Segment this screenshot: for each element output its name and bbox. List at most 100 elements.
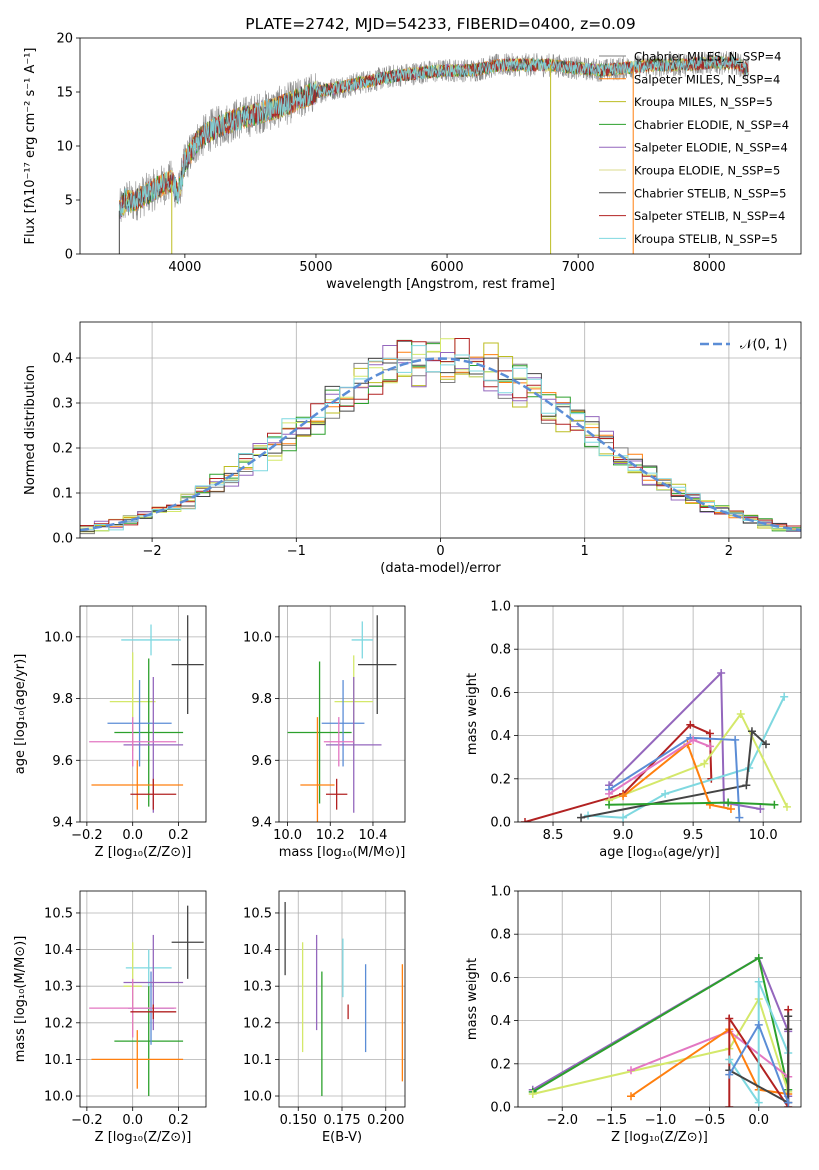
plus-marker: [770, 800, 779, 809]
legend-label: Kroupa STELIB, N_SSP=5: [634, 232, 778, 246]
plot-frame: [517, 890, 802, 1108]
y-tick-label: 0: [65, 248, 73, 263]
y-tick-label: 10.3: [243, 980, 272, 995]
plus-marker: [686, 720, 695, 729]
chart-title: PLATE=2742, MJD=54233, FIBERID=0400, z=0…: [245, 15, 635, 33]
series-group: [287, 615, 397, 822]
legend: Chabrier MILES, N_SSP=4 Salpeter MILES, N…: [599, 50, 789, 246]
x-axis-label: Z [log₁₀(Z/Z⊙)]: [95, 845, 192, 860]
y-tick-label: 0.8: [490, 928, 511, 943]
x-tick-label: −2: [143, 544, 162, 559]
y-tick-label: 0.2: [490, 772, 511, 787]
plot-frame: [278, 890, 406, 1108]
weight-line: [728, 981, 790, 1106]
legend-label: Kroupa ELODIE, N_SSP=5: [634, 164, 780, 178]
gridlines: [279, 606, 405, 823]
y-tick-label: 0.2: [52, 442, 73, 457]
y-tick-label: 10.5: [243, 906, 272, 921]
histogram-step: [80, 345, 801, 532]
plus-marker: [761, 740, 770, 749]
legend-label: Kroupa MILES, N_SSP=5: [634, 95, 773, 109]
y-tick-label: 20: [56, 32, 73, 47]
y-axis-label: mass weight: [465, 958, 480, 1040]
plus-marker: [619, 792, 628, 801]
panel-residuals: −2 −1 0 1 2 0.0 0.1 0.2 0.3 0.4 (data-model)/error…: [23, 321, 802, 576]
x-axis-label: Z [log₁₀(Z/Z⊙)]: [95, 1130, 192, 1145]
plus-marker: [782, 802, 791, 811]
x-tick-label: 0.150: [280, 1113, 317, 1128]
plus-marker: [742, 781, 751, 790]
y-tick-label: 0.8: [490, 643, 511, 658]
series-group: [89, 615, 204, 813]
x-tick-label: 1: [581, 544, 589, 559]
series-group: [118, 50, 749, 254]
y-tick-label: 9.6: [52, 754, 73, 769]
panel-spectrum: 4000 5000 6000 7000 8000 0 5 10 15 20 wavelength […: [23, 32, 802, 292]
x-axis-label: (data-model)/error: [380, 561, 501, 576]
y-tick-label: 10.0: [44, 630, 73, 645]
plot-frame: [79, 37, 802, 255]
series-group: [80, 338, 801, 535]
panel-mass-weight-vs-age: 8.5 9.0 9.5 10.0 0.0 0.2 0.4 0.6 0.8 1.0 age [log₁…: [465, 600, 802, 860]
weight-line: [587, 696, 786, 819]
plus-marker: [605, 800, 614, 809]
panel-mass-vs-Z: −0.2 0.0 0.2 10.0 10.1 10.2 10.3 10.4 10.5 Z [log…: [13, 890, 207, 1145]
panel-mass-weight-vs-Z: −2.0 −1.5 −1.0 −0.5 0.0 0.0 0.2 0.4 0.6 0.8 1.0 Z […: [465, 885, 802, 1145]
gridlines: [279, 891, 405, 1107]
plus-marker: [725, 1103, 734, 1107]
x-tick-label: 10.2: [316, 828, 345, 843]
y-axis-label: mass [log₁₀(M/M⊙)]: [13, 936, 28, 1063]
weight-line: [609, 801, 775, 806]
panel-age-vs-Z: −0.2 0.0 0.2 9.4 9.6 9.8 10.0 Z [log₁₀(Z/Z⊙)] ag…: [13, 605, 207, 860]
y-tick-label: 10: [56, 140, 73, 155]
y-tick-label: 0.1: [52, 487, 73, 502]
plus-marker: [725, 1014, 734, 1023]
plus-marker: [726, 805, 735, 814]
plus-marker: [605, 789, 614, 798]
y-tick-label: 10.4: [44, 943, 73, 958]
x-tick-label: 0.2: [168, 828, 189, 843]
weight-line: [630, 1027, 789, 1098]
panel-age-vs-mass: 10.0 10.2 10.4 9.4 9.6 9.8 10.0 mass [log₁₀(M/M…: [243, 605, 406, 860]
y-tick-label: 1.0: [490, 885, 511, 900]
x-tick-label: 4000: [168, 260, 201, 275]
y-tick-label: 0.4: [52, 352, 73, 367]
plus-marker: [725, 1070, 734, 1079]
x-tick-label: 6000: [431, 260, 464, 275]
y-tick-label: 0.6: [490, 971, 511, 986]
histogram-step: [80, 357, 801, 532]
x-axis-label: wavelength [Angstrom, rest frame]: [326, 277, 555, 292]
x-tick-label: 0.2: [168, 1113, 189, 1128]
y-axis-label: mass weight: [465, 673, 480, 755]
y-tick-label: 10.1: [44, 1053, 73, 1068]
legend-label: Chabrier STELIB, N_SSP=5: [634, 186, 786, 200]
weight-line: [622, 742, 732, 810]
plus-marker: [705, 742, 714, 751]
x-tick-label: −0.2: [71, 1113, 103, 1128]
y-tick-label: 9.4: [251, 816, 272, 831]
y-tick-label: 10.5: [44, 906, 73, 921]
x-tick-label: −2.0: [546, 1113, 578, 1128]
x-axis-label: mass [log₁₀(M/M⊙)]: [279, 845, 406, 860]
plus-marker: [735, 813, 744, 822]
x-tick-label: 0.0: [122, 1113, 143, 1128]
y-tick-label: 9.6: [251, 754, 272, 769]
plus-marker: [619, 813, 628, 822]
plot-frame: [517, 605, 802, 823]
y-tick-label: 10.0: [243, 1090, 272, 1105]
plus-marker: [521, 818, 530, 822]
plus-marker: [661, 789, 670, 798]
series-group: [521, 668, 791, 822]
x-tick-label: 10.0: [273, 828, 302, 843]
x-tick-label: −0.2: [71, 828, 103, 843]
x-tick-label: 10.4: [358, 828, 387, 843]
plus-marker: [577, 813, 586, 822]
y-tick-label: 15: [56, 86, 73, 101]
histogram-step: [80, 345, 801, 531]
gaussian-curve: [80, 357, 801, 532]
x-axis-label: E(B-V): [322, 1130, 362, 1145]
gridlines: [518, 605, 801, 823]
x-tick-label: 9.0: [613, 828, 634, 843]
y-tick-label: 0.4: [490, 1014, 511, 1029]
x-tick-label: 9.5: [683, 828, 704, 843]
